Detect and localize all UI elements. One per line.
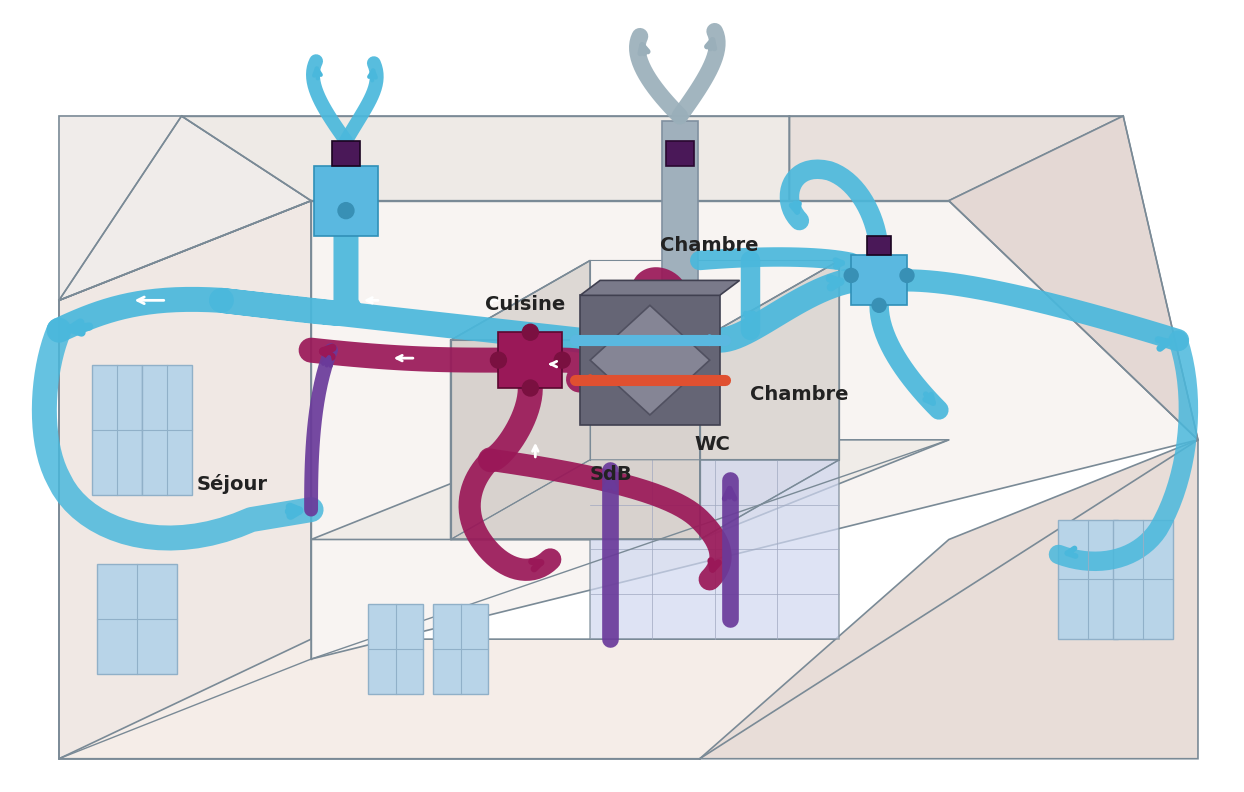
Polygon shape: [311, 200, 1198, 659]
Polygon shape: [580, 280, 740, 295]
Circle shape: [522, 380, 539, 396]
Circle shape: [899, 268, 914, 283]
Polygon shape: [590, 460, 840, 639]
Polygon shape: [58, 639, 949, 759]
Text: SdB: SdB: [590, 465, 633, 484]
Polygon shape: [182, 116, 790, 200]
Polygon shape: [313, 166, 378, 235]
Bar: [97, 565, 177, 674]
Text: Chambre: Chambre: [750, 385, 848, 404]
Polygon shape: [949, 116, 1198, 440]
Text: Cuisine: Cuisine: [485, 295, 566, 314]
Polygon shape: [58, 116, 311, 300]
Polygon shape: [311, 440, 949, 539]
Text: Chambre: Chambre: [659, 235, 759, 254]
Polygon shape: [699, 261, 840, 539]
Bar: [92, 365, 142, 495]
Circle shape: [490, 352, 506, 368]
Polygon shape: [450, 261, 590, 539]
Circle shape: [555, 352, 570, 368]
Circle shape: [522, 324, 539, 341]
Polygon shape: [499, 332, 562, 388]
Bar: [368, 604, 423, 694]
Polygon shape: [699, 440, 1198, 759]
Bar: [1059, 520, 1118, 639]
Bar: [1113, 520, 1173, 639]
Bar: [142, 365, 192, 495]
Bar: [433, 604, 488, 694]
Text: Séjour: Séjour: [197, 474, 267, 493]
Circle shape: [845, 268, 858, 283]
Polygon shape: [790, 116, 1123, 200]
Polygon shape: [580, 295, 720, 425]
Polygon shape: [851, 256, 907, 306]
Polygon shape: [867, 235, 891, 256]
Polygon shape: [590, 306, 709, 415]
Polygon shape: [332, 141, 360, 166]
Polygon shape: [450, 460, 840, 539]
Polygon shape: [662, 121, 698, 300]
Polygon shape: [58, 200, 311, 759]
Circle shape: [338, 203, 355, 219]
Polygon shape: [666, 141, 694, 166]
Polygon shape: [450, 341, 699, 539]
Circle shape: [872, 299, 886, 312]
Polygon shape: [58, 116, 311, 300]
Text: WC: WC: [694, 435, 730, 454]
